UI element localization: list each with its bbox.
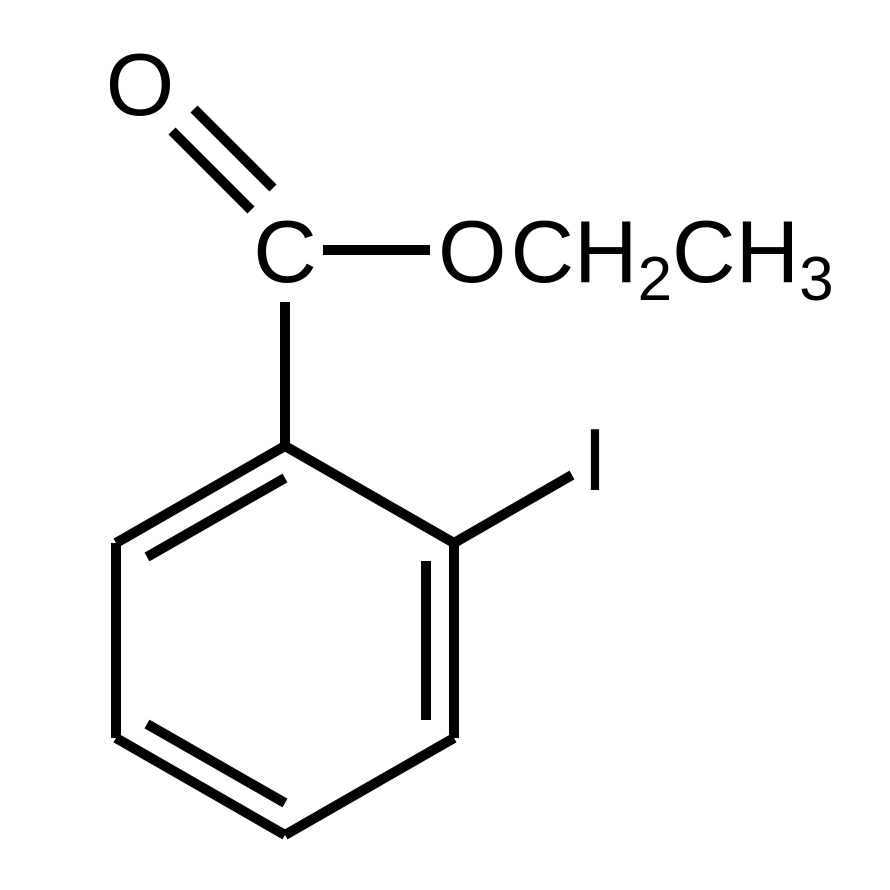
- atom-ch3-sub: 3: [799, 245, 833, 314]
- ring-bond-bottom-right: [285, 738, 454, 835]
- bond-carbonyl-double-2: [194, 109, 273, 188]
- bond-ring-to-iodine: [454, 475, 572, 543]
- atom-carbon-carbonyl: C: [253, 202, 317, 301]
- atom-oxygen-ester: O: [438, 202, 506, 301]
- molecule-diagram: C O OCH2CH3 I: [0, 0, 890, 890]
- atom-ch2-sub: 2: [638, 245, 672, 314]
- atom-oxygen-carbonyl: O: [106, 35, 174, 134]
- atom-iodine: I: [583, 410, 607, 509]
- ring-bond-top-right: [285, 446, 454, 543]
- bond-carbonyl-double-1: [172, 131, 251, 210]
- atom-ch3: CH: [672, 202, 799, 301]
- atom-ch2: CH: [510, 202, 637, 301]
- atom-ester-ethyl-group: OCH2CH3: [438, 202, 834, 314]
